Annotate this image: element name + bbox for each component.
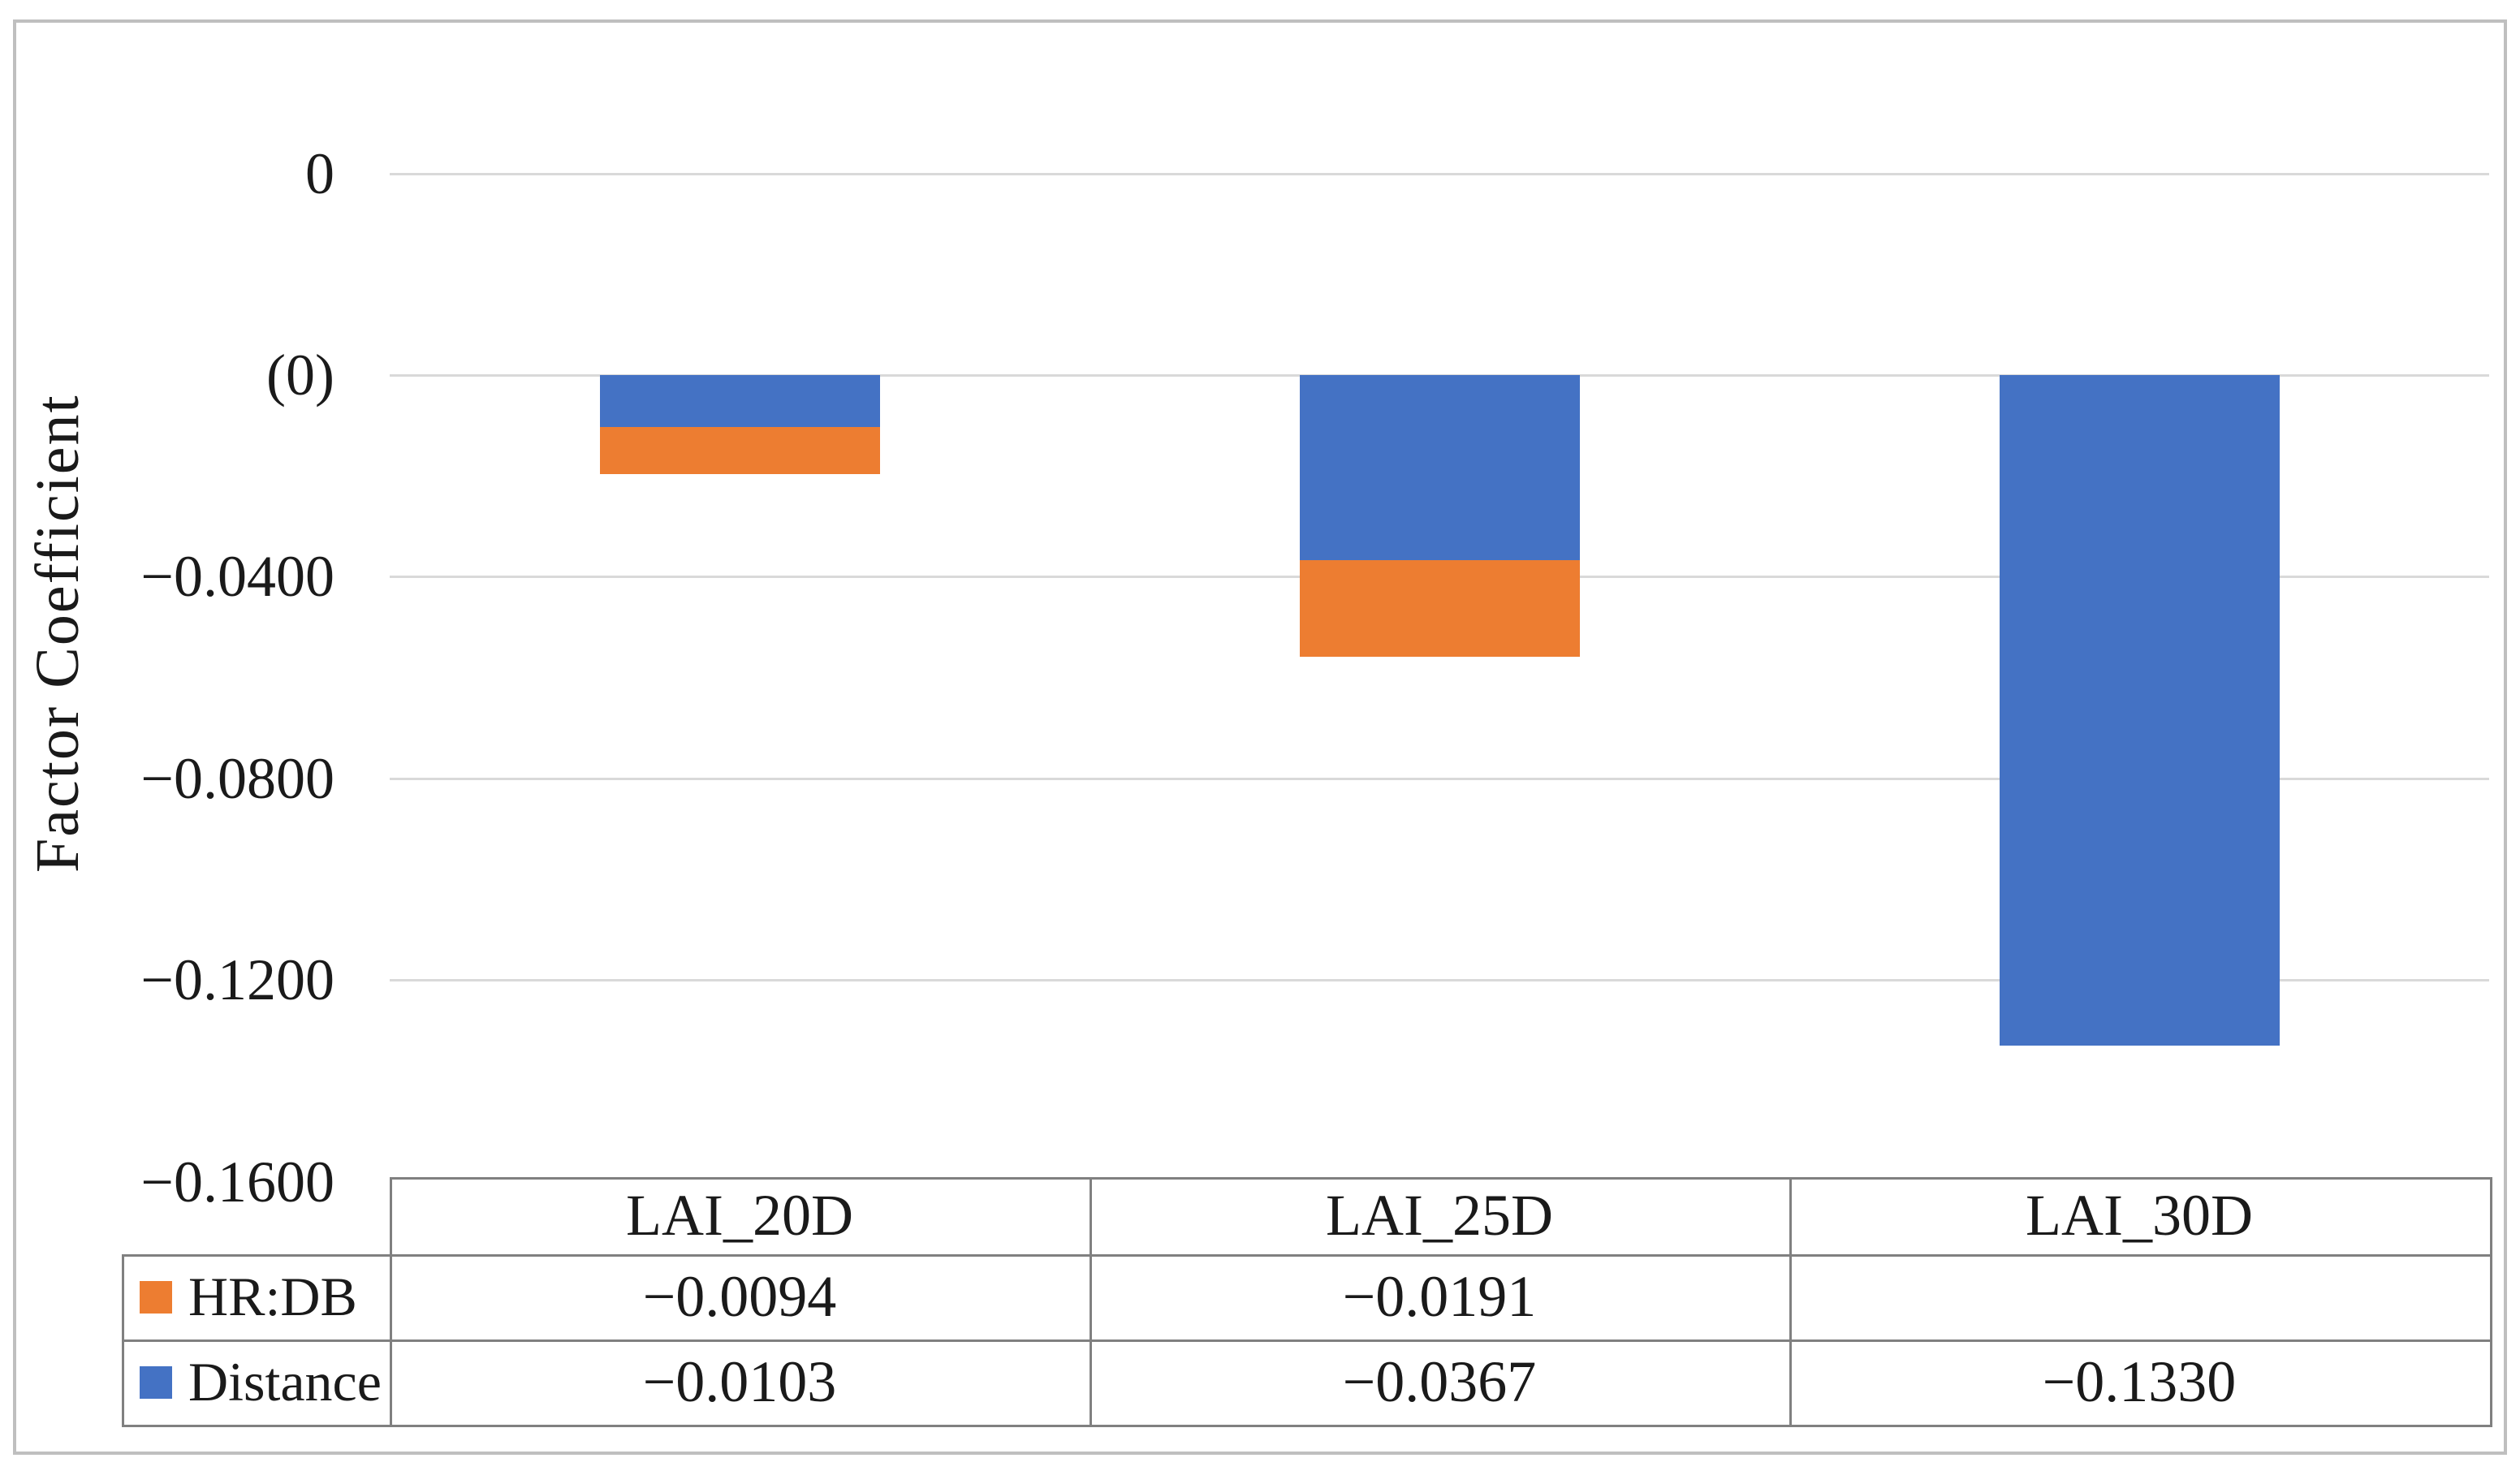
legend-swatch-distance-icon [140,1365,172,1399]
y-tick-label: −0.0400 [140,544,334,609]
y-tick-label: 0 [305,141,334,206]
gridline [390,979,2489,981]
bar-hr-db-lai-20d [600,427,880,474]
bar-distance-lai-25d [1300,375,1580,560]
gridline [390,173,2489,175]
y-tick-label: −0.1600 [140,1150,334,1214]
bar-distance-lai-20d [600,375,880,427]
table-cell-distance-lai-25d: −0.0367 [1342,1349,1537,1414]
table-line [1090,1177,1092,1427]
table-line [122,1339,2492,1342]
bar-distance-lai-30d [2000,375,2280,1046]
series-row-label-hrdb: HR:DB [188,1266,357,1327]
table-cell-distance-lai-30d: −0.1330 [2042,1349,2237,1414]
table-line [122,1425,2492,1427]
table-line [122,1254,124,1427]
table-line [1789,1177,1792,1427]
table-line [2490,1177,2492,1427]
table-header-cell-lai-25d: LAI_25D [1326,1183,1553,1248]
table-cell-distance-lai-20d: −0.0103 [642,1349,837,1414]
table-cell-hrdb-lai-25d: −0.0191 [1342,1264,1537,1329]
legend-item-distance: Distance [140,1339,383,1425]
y-tick-label: −0.1200 [140,947,334,1012]
table-line [390,1177,2492,1180]
y-tick-label: (0) [266,343,334,408]
table-header-cell-lai-20d: LAI_20D [626,1183,853,1248]
legend-item-hrdb: HR:DB [140,1254,383,1339]
table-line [390,1177,392,1427]
bar-hr-db-lai-25d [1300,560,1580,657]
table-cell-hrdb-lai-20d: −0.0094 [642,1264,837,1329]
y-axis-title: Factor Coefficient [24,394,92,873]
legend-swatch-hrdb-icon [140,1280,172,1314]
series-row-label-distance: Distance [188,1351,382,1413]
y-tick-label: −0.0800 [140,746,334,811]
table-line [122,1254,2492,1257]
table-cell-hrdb-lai-30d [1789,1254,2489,1339]
gridline [390,778,2489,780]
table-header-cell-lai-30d: LAI_30D [2026,1183,2253,1248]
